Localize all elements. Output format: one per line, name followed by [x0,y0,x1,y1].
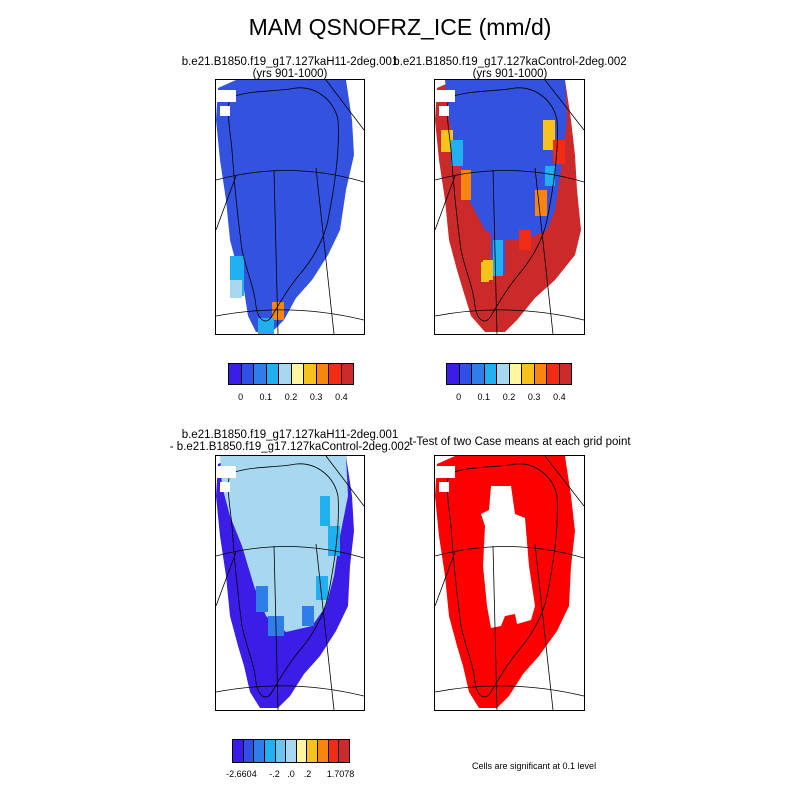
colorbar-swatch [233,740,244,762]
panel-title-line: b.e21.B1850.f19_g17.127kaH11-2deg.001 [181,429,399,441]
colorbar-tick-label: 0.1 [259,392,273,402]
colorbar-tick-label: 0.2 [284,392,298,402]
colorbar-ticks-top-left: 0 0.1 0.2 0.3 0.4 [228,392,354,404]
sea-ice-gaps [216,90,236,116]
colorbar-swatch [484,364,497,384]
colorbar-tick-label: 0.2 [502,392,516,402]
colorbar-tick-label: 0.1 [477,392,491,402]
colorbar-swatch [509,364,522,384]
sea-ice-gaps [435,466,455,492]
colorbar-swatch [318,740,329,762]
colorbar-swatch [254,740,265,762]
colorbar-swatch [328,740,340,762]
colorbar-tick-label: 0.3 [309,392,323,402]
colorbar-ticks-top-right: 0 0.1 0.2 0.3 0.4 [446,392,572,404]
colorbar-swatch [522,364,535,384]
sea-ice-gaps [216,466,236,492]
colorbar-tick-label: 1.7078 [326,769,355,779]
colorbar-tick-label: -2.6604 [226,769,257,779]
ice-sheet-field [435,80,581,332]
colorbar-ticks-bottom-left: -2.6604 -.2 .0 .2 1.7078 [226,769,354,781]
colorbar-swatch [316,364,329,384]
colorbar-tick-label: .0 [287,769,295,779]
sea-ice-gaps [435,90,455,116]
colorbar-swatch [241,364,254,384]
map-top-left [215,79,365,335]
graticule [216,456,364,710]
colorbar-swatch [329,364,342,384]
ice-sheet-field [216,80,354,334]
panel-title-line: t-Test of two Case means at each grid po… [409,436,631,448]
panel-title-top-right: b.e21.B1850.f19_g17.127kaControl-2deg.00… [360,56,660,80]
colorbar-bottom-left [232,739,350,763]
colorbar-swatch [307,740,319,762]
panel-title-bottom-right: t-Test of two Case means at each grid po… [400,436,640,448]
colorbar-tick-label: .2 [303,769,312,779]
map-bottom-left [215,455,365,711]
panel-title-top-left: b.e21.B1850.f19_g17.127kaH11-2deg.001 (y… [140,56,440,80]
colorbar-swatch [339,740,350,762]
graticule [216,80,364,334]
colorbar-tick-label: 0 [238,392,244,402]
colorbar-swatch [286,740,297,762]
colorbar-tick-label: -.2 [269,769,280,779]
colorbar-swatch [534,364,547,384]
colorbar-swatch [472,364,485,384]
panel-subtitle-line: (yrs 901-1000) [252,68,328,80]
colorbar-swatch [296,740,308,762]
colorbar-swatch [497,364,510,384]
colorbar-swatch [254,364,267,384]
graticule [435,80,584,334]
colorbar-swatch [243,740,255,762]
colorbar-swatch [547,364,560,384]
colorbar-swatch [229,364,242,384]
panel-title-line: b.e21.B1850.f19_g17.127kaH11-2deg.001 [181,56,399,68]
graticule [435,456,584,710]
map-bottom-right [434,455,585,711]
colorbar-tick-label: 0 [456,392,462,402]
colorbar-top-left [228,363,354,385]
colorbar-swatch [279,364,292,384]
colorbar-swatch [341,364,353,384]
coastline [446,87,558,322]
ice-sheet-field [216,456,354,708]
colorbar-swatch [447,364,460,384]
colorbar-top-right [446,363,572,385]
panel-title-line: b.e21.B1850.f19_g17.127kaControl-2deg.00… [393,56,627,68]
panel-subtitle-line: (yrs 901-1000) [472,68,548,80]
coastline [446,463,558,698]
colorbar-tick-label: 0.3 [527,392,541,402]
colorbar-swatch [264,740,276,762]
colorbar-swatch [266,364,279,384]
colorbar-swatch [559,364,571,384]
coastline [227,463,339,698]
colorbar-swatch [304,364,317,384]
panel-title-bottom-left: b.e21.B1850.f19_g17.127kaH11-2deg.001 - … [140,429,440,453]
colorbar-tick-label: 0.4 [335,392,348,402]
map-top-right [434,79,585,335]
coastline [227,87,339,322]
panel-subtitle-line: - b.e21.B1850.f19_g17.127kaControl-2deg.… [169,441,411,453]
colorbar-swatch [275,740,287,762]
colorbar-swatch [459,364,472,384]
figure-title: MAM QSNOFRZ_ICE (mm/d) [248,14,552,40]
colorbar-swatch [291,364,304,384]
colorbar-tick-label: 0.4 [553,392,566,402]
significance-note: Cells are significant at 0.1 level [472,761,597,771]
